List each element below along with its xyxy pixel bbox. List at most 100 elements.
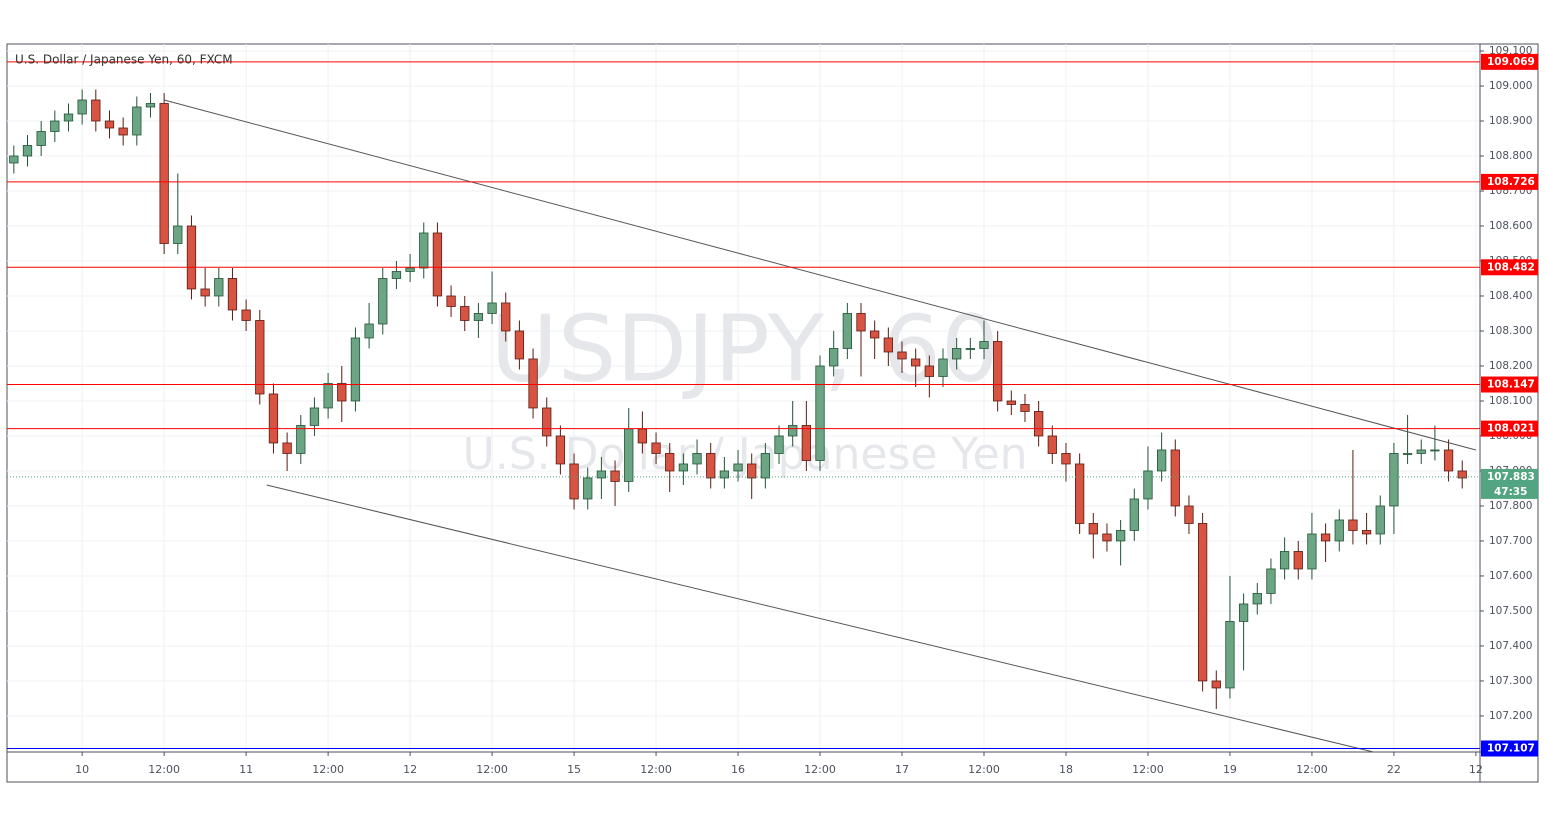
candle-body — [255, 320, 265, 395]
candle-body — [1034, 411, 1044, 437]
candle-body — [186, 225, 197, 290]
candle-body — [993, 341, 1003, 402]
current-price-label: 107.883 — [1487, 471, 1535, 483]
current-price-box — [1481, 468, 1538, 499]
candle-body — [1279, 551, 1290, 570]
candle-body — [1266, 568, 1276, 594]
x-tick-label: 16 — [731, 763, 745, 776]
candle-body — [1115, 530, 1126, 542]
x-tick-label: 12:00 — [640, 763, 672, 776]
candle-body — [200, 288, 210, 297]
candle-body — [583, 477, 593, 500]
watermark-name: U.S. Dollar / Japanese Yen — [463, 429, 1028, 480]
candle-body — [432, 232, 443, 297]
y-tick-label: 107.600 — [1489, 570, 1532, 582]
candle-body — [829, 348, 839, 367]
candle-body — [227, 278, 238, 311]
candle-body — [487, 302, 497, 314]
candle-body — [596, 470, 607, 479]
candle-body — [774, 435, 784, 454]
candle-body — [77, 99, 87, 115]
candle-body — [1320, 533, 1331, 542]
candle-body — [1293, 551, 1303, 570]
candle-body — [1457, 470, 1467, 479]
axes: 107.200 107.300 107.400 107.500 107.600 107.7… — [75, 45, 1538, 776]
candle-body — [9, 155, 19, 164]
candle-body — [145, 103, 156, 108]
y-tick-label: 108.200 — [1489, 360, 1532, 372]
candle-body — [50, 120, 60, 132]
candle-body — [883, 337, 893, 353]
candle-body — [569, 463, 579, 500]
candle-body — [350, 337, 361, 402]
y-tick-label: 107.200 — [1489, 710, 1532, 722]
chart-frame — [6, 43, 1539, 783]
candle-body — [1211, 680, 1221, 689]
candle-body — [747, 463, 757, 479]
candle-body — [870, 330, 880, 339]
candle-body — [36, 131, 46, 146]
level-label-box — [1481, 173, 1538, 190]
candle-body — [391, 271, 402, 279]
candle-body — [610, 470, 620, 482]
candle-body — [760, 453, 770, 479]
chart-title: U.S. Dollar / Japanese Yen, 60, FXCM — [15, 53, 233, 67]
level-label-box — [1481, 53, 1538, 70]
level-label-box — [1481, 376, 1538, 393]
candle-body — [911, 358, 921, 367]
candle-body — [364, 323, 374, 339]
candle-body — [282, 442, 292, 454]
candle-body — [132, 106, 142, 136]
candle-body — [965, 348, 975, 350]
x-tick-label: 22 — [1387, 763, 1401, 776]
candle-body — [651, 442, 661, 454]
y-tick-label: 108.600 — [1489, 220, 1532, 232]
candle-body — [952, 348, 962, 360]
candle-body — [719, 470, 730, 479]
candle-body — [446, 295, 456, 307]
candle-body — [1020, 404, 1030, 412]
candle-body — [1389, 453, 1399, 507]
level-label: 108.147 — [1487, 379, 1535, 391]
candle-body — [173, 225, 183, 244]
x-tick-label: 17 — [895, 763, 909, 776]
candle-body — [1348, 519, 1358, 531]
watermark-symbol: USDJPY, 60 — [491, 295, 1000, 402]
candle-body — [323, 383, 333, 409]
x-tick-label: 18 — [1059, 763, 1073, 776]
candle-body — [309, 407, 320, 426]
candle-body — [514, 330, 525, 360]
x-tick-label: 12:00 — [968, 763, 1000, 776]
y-tick-label: 108.900 — [1489, 115, 1532, 127]
level-label: 109.069 — [1487, 56, 1535, 68]
y-tick-label: 108.400 — [1489, 290, 1532, 302]
candle-body — [501, 302, 511, 332]
candle-body — [22, 145, 33, 157]
level-label: 108.021 — [1487, 423, 1535, 435]
candle-body — [1361, 530, 1372, 535]
x-tick-label: 12 — [403, 763, 417, 776]
candle-body — [1075, 463, 1085, 524]
candle-body — [897, 351, 907, 360]
y-tick-label: 107.700 — [1489, 535, 1532, 547]
x-tick-label: 15 — [567, 763, 581, 776]
x-tick-label: 12:00 — [312, 763, 344, 776]
candle-body — [788, 425, 798, 437]
x-tick-label: 12:00 — [476, 763, 508, 776]
candle-body — [555, 435, 566, 465]
candle-body — [1225, 621, 1235, 689]
candle-body — [1197, 523, 1208, 682]
candle-body — [1170, 449, 1180, 507]
x-tick-label: 11 — [239, 763, 253, 776]
candle-body — [665, 453, 675, 472]
candle-body — [1143, 470, 1153, 500]
candle-body — [801, 425, 811, 461]
countdown-label: 47:35 — [1494, 486, 1527, 498]
y-tick-label: 108.300 — [1489, 325, 1532, 337]
candle-body — [1416, 449, 1426, 454]
candle-body — [938, 358, 948, 377]
level-label-box — [1481, 740, 1538, 757]
candle-body — [624, 428, 634, 482]
candle-body — [706, 453, 716, 479]
